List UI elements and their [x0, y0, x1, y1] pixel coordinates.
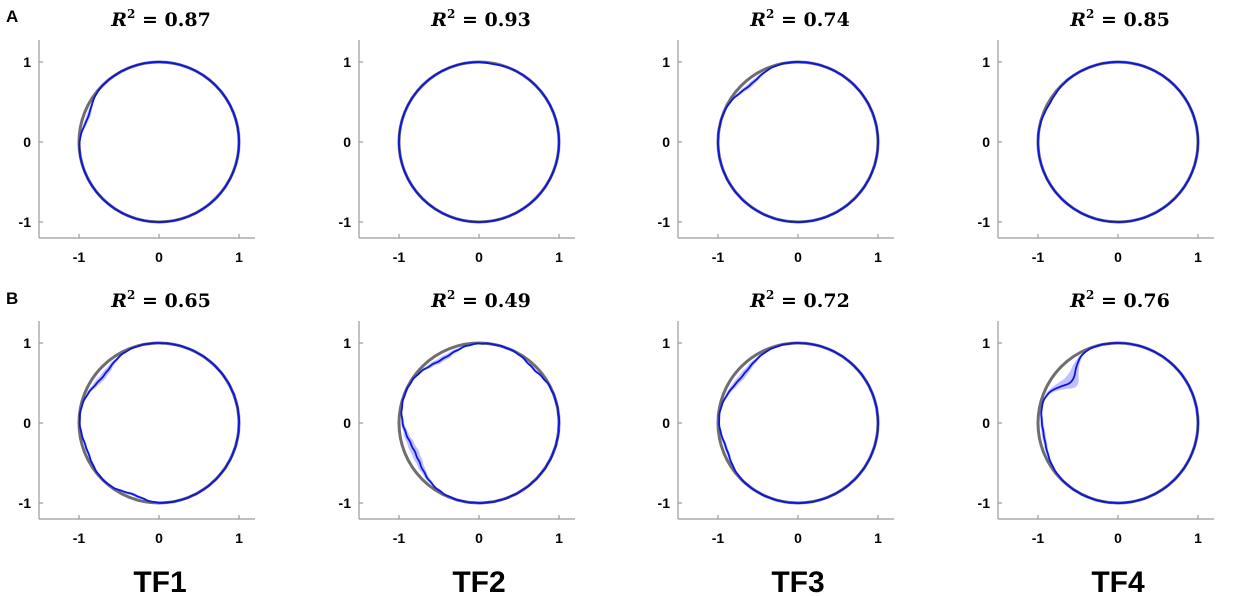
panel-b-tf4-x-tick-label: 0: [1114, 530, 1122, 546]
panel-a-tf3-x-tick-label: 1: [874, 249, 882, 265]
panel-a-tf4-fitted-trace: [1037, 61, 1199, 223]
panel-a-tf3: -1 0 1 1 0 -1 R2 = 0.74: [658, 7, 894, 265]
panel-b-tf1-x-tick-label: 1: [235, 530, 243, 546]
panel-b-tf2-x-tick-label: 0: [475, 530, 483, 546]
panel-a-tf1-x-tick-label: 1: [235, 249, 243, 265]
panel-b-tf2-x-tick-label: 1: [555, 530, 563, 546]
panel-a-tf1: -1 0 1 1 0 -1 R2 = 0.87: [19, 7, 255, 265]
panel-b-tf4-fitted-trace: [1040, 342, 1199, 504]
panel-a-tf2-x-tick-label: 0: [475, 249, 483, 265]
panel-b-tf1-x-tick-label: 0: [155, 530, 163, 546]
panel-a-tf3-y-tick-label: 1: [662, 54, 670, 70]
panel-b-tf3-x-tick-label: 0: [794, 530, 802, 546]
panel-a-tf4-r2-title: R2 = 0.85: [1069, 7, 1170, 31]
panel-a-tf1-fitted-trace: [78, 61, 240, 223]
panel-b-tf1-fitted-trace: [78, 342, 241, 504]
panel-b-tf4-y-tick-label: 1: [982, 335, 990, 351]
panel-b-tf1-y-tick-label: 0: [23, 415, 31, 431]
panel-a-tf3-y-tick-label: -1: [658, 214, 671, 230]
panel-b-tf3-x-tick-label: -1: [712, 530, 725, 546]
panel-b-tf4: -1 0 1 1 0 -1 R2 = 0.76: [978, 288, 1214, 546]
panel-b-tf1-r2-title: R2 = 0.65: [110, 288, 211, 312]
panel-a-tf1-r2-title: R2 = 0.87: [110, 7, 211, 31]
panel-b-tf2-y-tick-label: -1: [339, 495, 352, 511]
panel-a-tf3-x-tick-label: -1: [712, 249, 725, 265]
panel-a-tf3-r2-title: R2 = 0.74: [749, 7, 850, 31]
panel-a-tf4-y-tick-label: -1: [978, 214, 991, 230]
panel-b-tf3-y-tick-label: 1: [662, 335, 670, 351]
panel-b-tf3-y-tick-label: -1: [658, 495, 671, 511]
panel-a-tf4-x-tick-label: -1: [1032, 249, 1045, 265]
panel-a-tf1-x-tick-label: 0: [155, 249, 163, 265]
panel-a-tf1-y-tick-label: 0: [23, 134, 31, 150]
panel-b-tf1-y-tick-label: -1: [19, 495, 32, 511]
panel-b-tf3-y-tick-label: 0: [662, 415, 670, 431]
panel-b-tf2-x-tick-label: -1: [393, 530, 406, 546]
panel-b-tf3-x-tick-label: 1: [874, 530, 882, 546]
panel-b-tf2-y-tick-label: 1: [343, 335, 351, 351]
panel-a-tf4-x-tick-label: 0: [1114, 249, 1122, 265]
panel-a-tf4-x-tick-label: 1: [1194, 249, 1202, 265]
panel-b-tf1: -1 0 1 1 0 -1 R2 = 0.65: [19, 288, 255, 546]
panel-a-tf3-fitted-trace: [717, 61, 879, 223]
panel-a-tf2-y-tick-label: 1: [343, 54, 351, 70]
panel-a-tf4-y-tick-label: 0: [982, 134, 990, 150]
panel-a-tf2: -1 0 1 1 0 -1 R2 = 0.93: [339, 7, 575, 265]
panel-a-tf2-y-tick-label: 0: [343, 134, 351, 150]
panel-a-tf3-y-tick-label: 0: [662, 134, 670, 150]
panel-a-tf1-y-tick-label: -1: [19, 214, 32, 230]
panel-a-tf2-x-tick-label: -1: [393, 249, 406, 265]
panel-b-tf2: -1 0 1 1 0 -1 R2 = 0.49: [339, 288, 575, 546]
panel-b-tf1-x-tick-label: -1: [73, 530, 86, 546]
column-label-tf1: TF1: [133, 566, 186, 596]
panel-a-tf1-y-tick-label: 1: [23, 54, 31, 70]
panel-a-tf4: -1 0 1 1 0 -1 R2 = 0.85: [978, 7, 1214, 265]
panel-b-tf2-y-tick-label: 0: [343, 415, 351, 431]
panel-a-tf2-y-tick-label: -1: [339, 214, 352, 230]
panel-b-tf3: -1 0 1 1 0 -1 R2 = 0.72: [658, 288, 894, 546]
panel-b-tf1-y-tick-label: 1: [23, 335, 31, 351]
panel-b-tf4-r2-title: R2 = 0.76: [1069, 288, 1170, 312]
panel-b-tf4-y-tick-label: 0: [982, 415, 990, 431]
panel-a-tf2-r2-title: R2 = 0.93: [430, 7, 531, 31]
column-label-tf3: TF3: [771, 566, 824, 596]
panel-b-tf4-y-tick-label: -1: [978, 495, 991, 511]
column-label-tf2: TF2: [452, 566, 505, 596]
panel-b-tf4-x-tick-label: -1: [1032, 530, 1045, 546]
panel-b-tf2-reference-circle: [397, 341, 561, 505]
panel-a-tf2-fitted-trace: [398, 61, 560, 223]
panel-b-tf2-r2-title: R2 = 0.49: [430, 288, 531, 312]
panel-a-tf4-y-tick-label: 1: [982, 54, 990, 70]
row-label-b: B: [6, 289, 18, 308]
panel-a-tf3-x-tick-label: 0: [794, 249, 802, 265]
panel-b-tf3-fitted-trace: [718, 342, 879, 505]
panel-a-tf2-x-tick-label: 1: [555, 249, 563, 265]
column-label-tf4: TF4: [1091, 566, 1145, 596]
row-label-a: A: [6, 7, 18, 26]
panel-b-tf3-r2-title: R2 = 0.72: [749, 288, 850, 312]
panel-b-tf2-fitted-trace: [400, 342, 561, 505]
panel-b-tf4-x-tick-label: 1: [1194, 530, 1202, 546]
panel-a-tf1-x-tick-label: -1: [73, 249, 86, 265]
